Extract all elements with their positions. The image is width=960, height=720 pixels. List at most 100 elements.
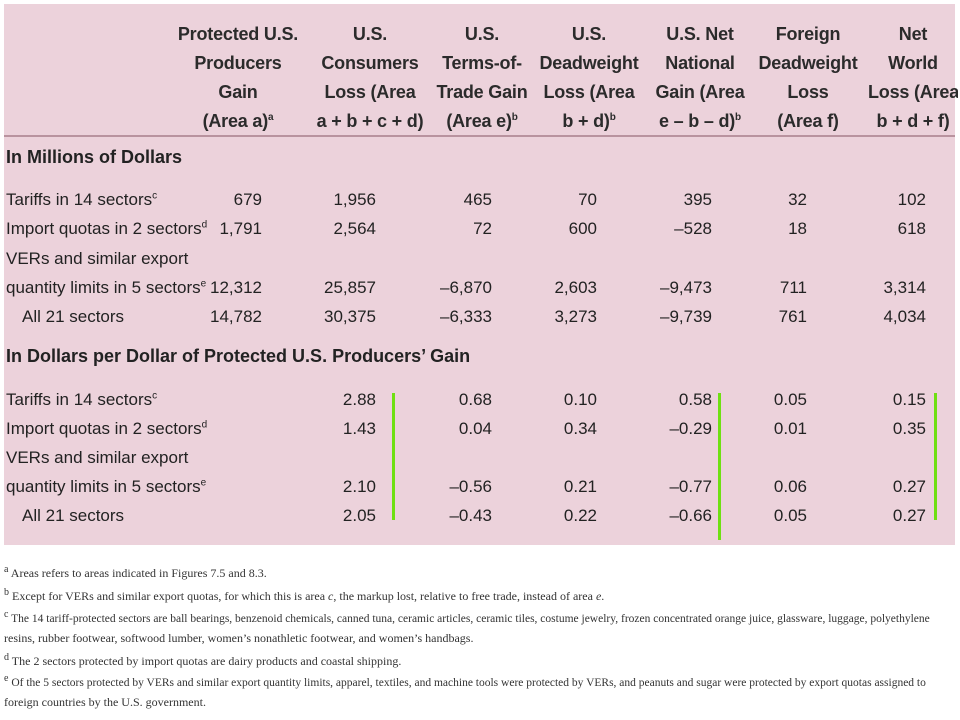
- col-header-net-world-loss: Net World Loss (Area b + d + f): [868, 20, 958, 136]
- header-line: (Area a)a: [176, 107, 300, 136]
- header-line: Loss (Area: [324, 82, 416, 102]
- row-label-all-sectors: All 21 sectors: [22, 506, 125, 525]
- table-cell: 18: [788, 219, 807, 238]
- footnote-c: c The 14 tariff-protected sectors are ba…: [4, 609, 930, 627]
- table-cell: 4,034: [883, 307, 926, 326]
- header-line: Gain (Area: [655, 82, 745, 102]
- footnote-italic: e: [595, 589, 602, 603]
- table-cell: –9,473: [660, 278, 712, 297]
- row-label-text: Tariffs in 14 sectors: [6, 390, 153, 409]
- row-label-vers: quantity limits in 5 sectorse: [6, 476, 206, 498]
- highlight-line: [934, 393, 937, 520]
- table-cell: 0.05: [773, 506, 807, 525]
- table-cell: 761: [778, 307, 807, 326]
- footnote-text: Of the 5 sectors protected by VERs and s…: [8, 677, 926, 689]
- footnote-text: Except for VERs and similar export quota…: [9, 589, 329, 603]
- row-label-text: Tariffs in 14 sectors: [6, 190, 153, 209]
- col-header-deadweight-loss: U.S. Deadweight Loss (Area b + d)b: [538, 20, 640, 136]
- table-cell: –9,739: [660, 307, 712, 326]
- footnote-text: The 14 tariff-protected sectors are ball…: [8, 613, 930, 625]
- table-cell: 0.21: [563, 477, 597, 496]
- table-cell: 0.35: [892, 419, 926, 438]
- footnote-mark: d: [201, 419, 208, 431]
- footnote-mark: a: [268, 112, 274, 123]
- table-cell: 102: [897, 190, 926, 209]
- footnote-mark: b: [511, 112, 518, 123]
- header-line: e – b – d)b: [650, 107, 750, 136]
- row-label-tariffs: Tariffs in 14 sectorsc: [6, 189, 157, 211]
- table-cell: –0.66: [669, 506, 712, 525]
- header-line: b + d)b: [538, 107, 640, 136]
- footnote-a: a Areas refers to areas indicated in Fig…: [4, 565, 267, 581]
- table-cell: 3,314: [883, 278, 926, 297]
- footnote-mark: d: [4, 652, 9, 663]
- table-cell: 2,603: [554, 278, 597, 297]
- table-cell: 70: [578, 190, 597, 209]
- col-header-terms-of-trade-gain: U.S. Terms-of- Trade Gain (Area e)b: [432, 20, 532, 136]
- header-line: (Area f): [777, 111, 839, 131]
- table-cell: 12,312: [210, 278, 262, 297]
- header-line: Protected U.S.: [177, 24, 299, 44]
- section-title-millions: In Millions of Dollars: [6, 147, 183, 167]
- footnote-text: Areas refers to areas indicated in Figur…: [8, 566, 267, 580]
- footnote-e-line2: foreign countries by the U.S. government…: [4, 695, 206, 709]
- row-label-tariffs: Tariffs in 14 sectorsc: [6, 389, 157, 411]
- footnote-mark: a: [4, 564, 9, 575]
- header-text: (Area a): [202, 111, 269, 131]
- header-line: U.S. Net: [666, 24, 734, 44]
- row-label-vers: quantity limits in 5 sectorse: [6, 277, 206, 299]
- table-cell: 0.34: [563, 419, 597, 438]
- table-cell: 32: [788, 190, 807, 209]
- footnote-mark: b: [609, 112, 616, 123]
- table-cell: 72: [473, 219, 492, 238]
- header-line: Terms-of-: [442, 53, 522, 73]
- table-cell: 0.06: [773, 477, 807, 496]
- row-label-text: quantity limits in 5 sectors: [6, 477, 201, 496]
- table-cell: –0.56: [449, 477, 492, 496]
- row-label-text: quantity limits in 5 sectors: [6, 278, 201, 297]
- header-line: Deadweight: [539, 53, 639, 73]
- table-cell: –6,870: [440, 278, 492, 297]
- header-line: Loss (Area: [543, 82, 635, 102]
- table-cell: 0.04: [458, 419, 492, 438]
- table-cell: –0.77: [669, 477, 712, 496]
- footnote-text: The 2 sectors protected by import quotas…: [9, 654, 402, 668]
- row-label-import-quotas: Import quotas in 2 sectorsd: [6, 418, 207, 440]
- footnote-c-line2: resins, rubber footwear, softwood lumber…: [4, 631, 474, 645]
- footnote-e: e Of the 5 sectors protected by VERs and…: [4, 673, 926, 691]
- footnote-mark: e: [4, 673, 9, 685]
- table-panel: [4, 4, 955, 545]
- header-line: Loss: [787, 82, 829, 102]
- header-text: (Area e): [446, 111, 512, 131]
- header-text: e – b – d): [659, 111, 736, 131]
- table-cell: –528: [674, 219, 712, 238]
- table-cell: 1,956: [333, 190, 376, 209]
- header-line: U.S.: [571, 24, 607, 44]
- footnote-mark: e: [200, 278, 207, 290]
- table-cell: 0.15: [892, 390, 926, 409]
- table-cell: 0.05: [773, 390, 807, 409]
- header-line: Deadweight: [758, 53, 858, 73]
- table-cell: 465: [463, 190, 492, 209]
- table-cell: 2.10: [342, 477, 376, 496]
- highlight-line: [392, 393, 395, 520]
- col-header-producers-gain: Protected U.S. Producers Gain (Area a)a: [176, 20, 300, 136]
- header-line: a + b + c + d): [316, 111, 424, 131]
- col-header-consumers-loss: U.S. Consumers Loss (Area a + b + c + d): [310, 20, 430, 136]
- footnote-italic: c: [328, 589, 334, 603]
- table-cell: 25,857: [324, 278, 376, 297]
- footnote-text: .: [601, 589, 605, 603]
- footnote-mark: c: [152, 190, 158, 202]
- table-cell: 600: [568, 219, 597, 238]
- table-cell: 711: [779, 278, 807, 297]
- header-line: Loss (Area: [868, 82, 958, 102]
- footnote-text: , the markup lost, relative to free trad…: [333, 589, 596, 603]
- header-line: b + d + f): [876, 111, 950, 131]
- row-label-text: Import quotas in 2 sectors: [6, 219, 202, 238]
- table-cell: 0.58: [678, 390, 712, 409]
- footnote-mark: c: [4, 609, 9, 621]
- table-cell: –0.29: [669, 419, 712, 438]
- table-cell: –0.43: [449, 506, 492, 525]
- col-header-foreign-deadweight-loss: Foreign Deadweight Loss (Area f): [756, 20, 860, 136]
- table-cell: 2.88: [342, 390, 376, 409]
